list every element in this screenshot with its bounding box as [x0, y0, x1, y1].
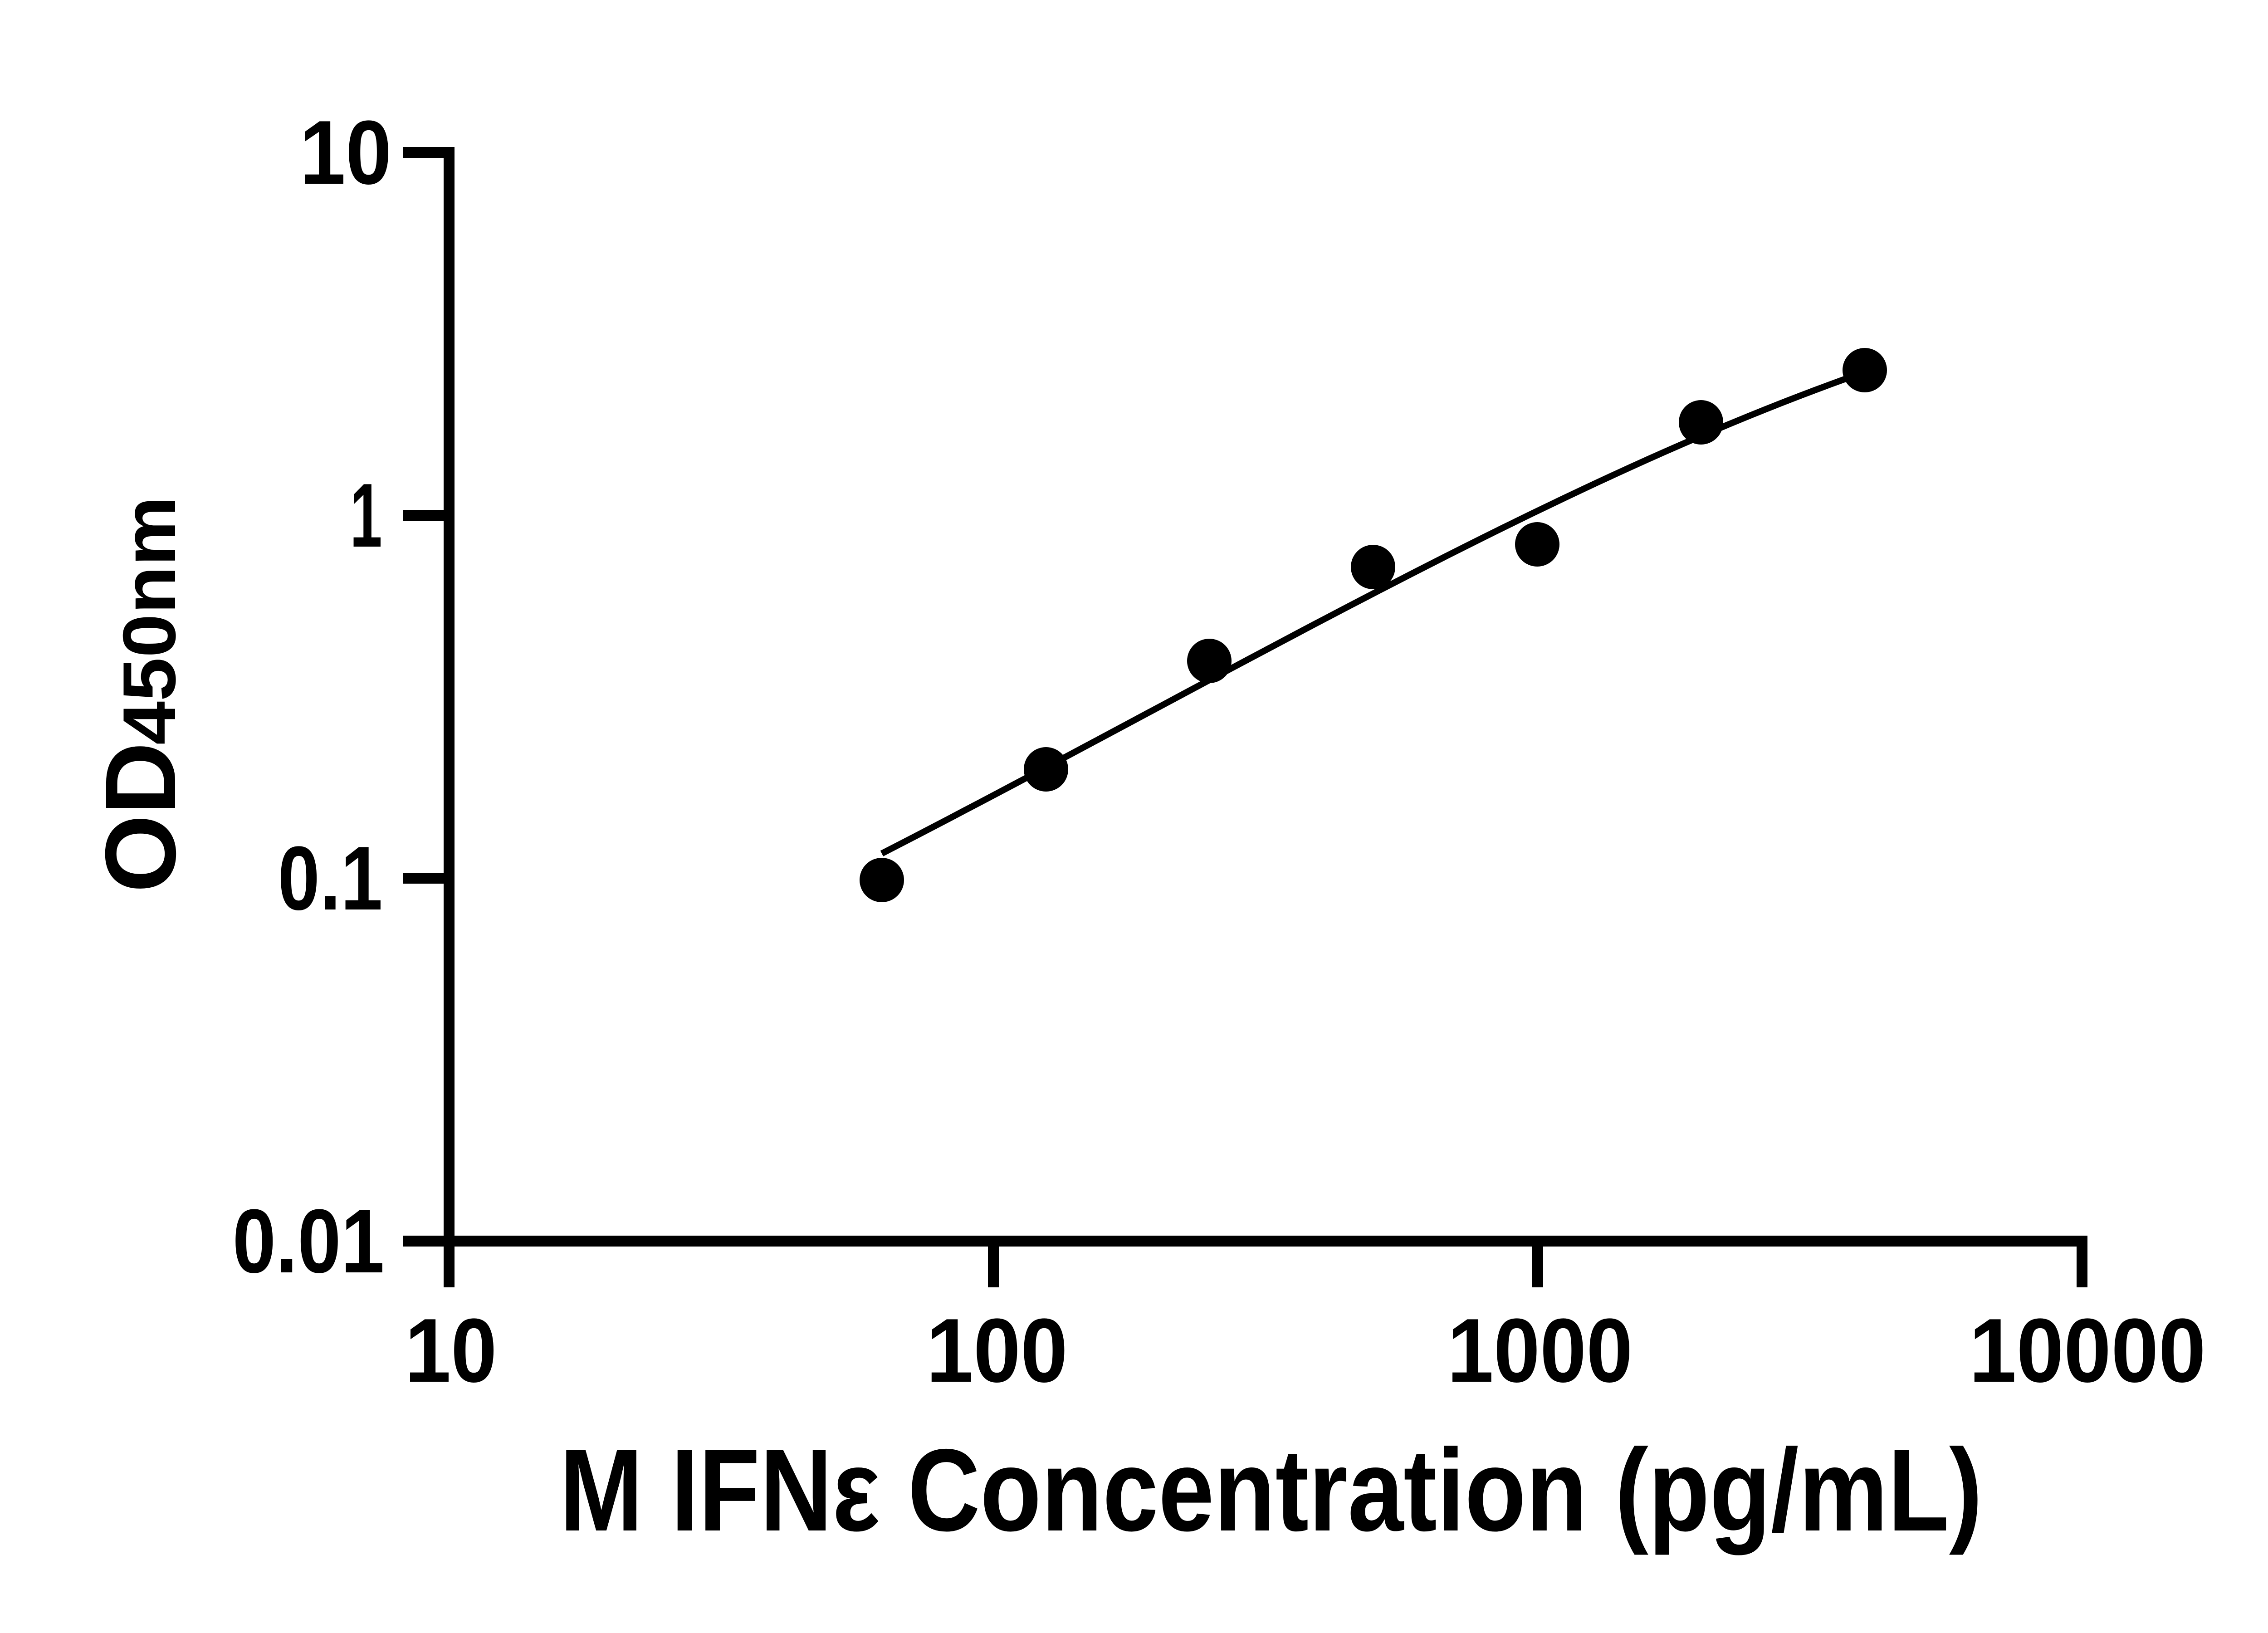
svg-text:10000: 10000 [1969, 1300, 2206, 1401]
svg-text:OD: OD [84, 742, 196, 893]
svg-text:1: 1 [350, 465, 382, 566]
svg-text:0.1: 0.1 [278, 828, 383, 929]
svg-text:100: 100 [926, 1300, 1068, 1401]
svg-text:10: 10 [405, 1300, 497, 1401]
svg-text:1000: 1000 [1447, 1300, 1633, 1401]
svg-text:0.01: 0.01 [233, 1191, 385, 1292]
svg-text:10: 10 [300, 102, 392, 203]
svg-text:M IFNε Concentration (pg/mL): M IFNε Concentration (pg/mL) [560, 1424, 1983, 1556]
svg-text:450nm: 450nm [108, 496, 191, 745]
